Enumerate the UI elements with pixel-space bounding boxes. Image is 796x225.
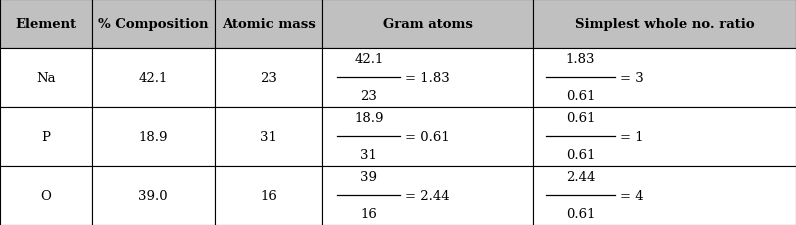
Text: = 3: = 3	[619, 71, 643, 84]
Bar	[322, 166, 533, 225]
Text: 39: 39	[361, 171, 377, 184]
Bar	[322, 107, 533, 166]
Bar	[92, 107, 215, 166]
Text: 42.1: 42.1	[139, 71, 168, 84]
Text: Gram atoms: Gram atoms	[383, 18, 473, 31]
Text: 39.0: 39.0	[139, 189, 168, 202]
Text: 23: 23	[260, 71, 277, 84]
Bar	[92, 48, 215, 107]
Bar	[533, 166, 796, 225]
Text: 42.1: 42.1	[354, 53, 384, 66]
Bar	[322, 48, 533, 107]
Text: 1.83: 1.83	[566, 53, 595, 66]
Text: P: P	[41, 130, 50, 143]
Bar	[215, 107, 322, 166]
Bar	[92, 166, 215, 225]
Bar	[322, 0, 533, 48]
Text: = 1.83: = 1.83	[405, 71, 450, 84]
Text: 0.61: 0.61	[566, 207, 595, 220]
Text: O: O	[41, 189, 51, 202]
Bar	[533, 0, 796, 48]
Text: % Composition: % Composition	[98, 18, 209, 31]
Text: = 1: = 1	[619, 130, 643, 143]
Bar	[533, 48, 796, 107]
Bar	[0, 48, 92, 107]
Text: = 0.61: = 0.61	[405, 130, 450, 143]
Text: 18.9: 18.9	[139, 130, 168, 143]
Text: 2.44: 2.44	[566, 171, 595, 184]
Text: 18.9: 18.9	[354, 112, 384, 125]
Text: Atomic mass: Atomic mass	[222, 18, 315, 31]
Text: 0.61: 0.61	[566, 112, 595, 125]
Text: Simplest whole no. ratio: Simplest whole no. ratio	[575, 18, 755, 31]
Text: 23: 23	[361, 90, 377, 103]
Text: 16: 16	[260, 189, 277, 202]
Text: = 4: = 4	[619, 189, 643, 202]
Text: 0.61: 0.61	[566, 90, 595, 103]
Text: Na: Na	[36, 71, 56, 84]
Text: Element: Element	[15, 18, 76, 31]
Bar	[215, 0, 322, 48]
Bar	[215, 48, 322, 107]
Text: 31: 31	[260, 130, 277, 143]
Bar	[533, 107, 796, 166]
Text: 0.61: 0.61	[566, 149, 595, 162]
Text: 31: 31	[361, 149, 377, 162]
Bar	[0, 166, 92, 225]
Bar	[0, 0, 92, 48]
Bar	[0, 107, 92, 166]
Text: = 2.44: = 2.44	[405, 189, 450, 202]
Bar	[215, 166, 322, 225]
Bar	[92, 0, 215, 48]
Text: 16: 16	[361, 207, 377, 220]
